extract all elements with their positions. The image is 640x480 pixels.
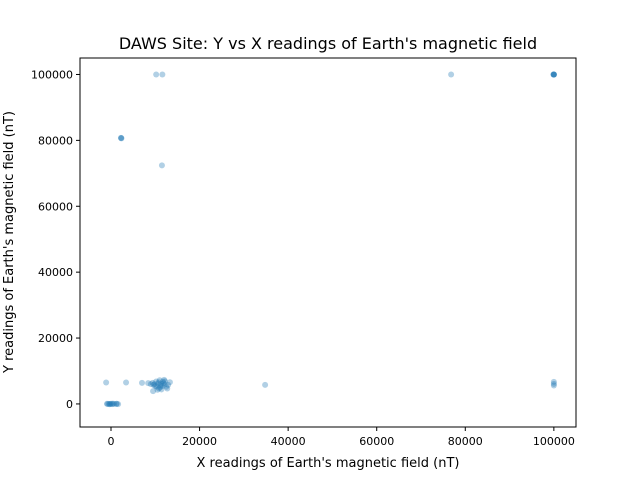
- data-point: [150, 381, 157, 388]
- y-tick-label: 80000: [38, 134, 73, 147]
- data-point: [150, 388, 157, 395]
- data-point: [105, 400, 112, 407]
- x-tick-label: 0: [108, 435, 115, 448]
- data-point: [157, 382, 164, 389]
- data-point: [153, 71, 160, 78]
- y-axis-label: Y readings of Earth's magnetic field (nT…: [2, 111, 17, 374]
- x-tick-label: 40000: [271, 435, 306, 448]
- data-point: [158, 386, 165, 393]
- data-point: [550, 71, 557, 78]
- data-point: [107, 400, 114, 407]
- data-points: [103, 71, 558, 408]
- data-point: [104, 400, 111, 407]
- data-point: [161, 381, 168, 388]
- data-point: [153, 383, 160, 390]
- data-point: [551, 71, 558, 78]
- data-point: [109, 400, 116, 407]
- data-point: [159, 383, 166, 390]
- data-point: [156, 377, 163, 384]
- chart-title: DAWS Site: Y vs X readings of Earth's ma…: [119, 34, 537, 53]
- x-tick-label: 20000: [182, 435, 217, 448]
- data-point: [151, 381, 158, 388]
- data-point: [550, 71, 557, 78]
- data-point: [139, 379, 145, 386]
- data-point: [159, 71, 166, 78]
- data-point: [550, 378, 557, 385]
- data-point: [111, 400, 118, 407]
- data-point: [155, 385, 162, 392]
- data-point: [147, 381, 154, 388]
- data-point: [153, 378, 160, 385]
- data-point: [152, 383, 159, 390]
- data-point: [158, 380, 165, 387]
- data-point: [164, 385, 171, 392]
- data-point: [117, 134, 124, 141]
- data-point: [106, 401, 113, 408]
- data-point: [149, 379, 156, 386]
- data-point: [118, 135, 125, 142]
- data-point: [118, 135, 125, 142]
- data-point: [103, 379, 110, 386]
- data-point: [123, 379, 130, 386]
- data-point: [550, 71, 557, 78]
- y-axis: 0 20000 40000 60000 80000 100000: [31, 68, 80, 411]
- data-point: [159, 378, 166, 385]
- data-point: [262, 381, 269, 388]
- y-tick-label: 100000: [31, 68, 73, 81]
- x-tick-label: 100000: [533, 435, 575, 448]
- data-point: [155, 379, 162, 386]
- data-point: [145, 380, 152, 387]
- data-point: [154, 380, 161, 387]
- data-point: [550, 71, 557, 78]
- data-point: [108, 400, 114, 407]
- data-point: [115, 401, 122, 408]
- data-point: [165, 381, 172, 388]
- plot-frame: [79, 57, 577, 428]
- data-point: [166, 379, 173, 386]
- data-point: [550, 380, 557, 387]
- data-point: [154, 386, 161, 393]
- x-tick-label: 60000: [359, 435, 394, 448]
- data-point: [448, 71, 455, 78]
- data-point: [160, 380, 167, 387]
- y-tick-label: 60000: [38, 200, 73, 213]
- data-point: [104, 400, 111, 407]
- y-tick-label: 40000: [38, 266, 73, 279]
- data-point: [113, 400, 120, 407]
- x-tick-label: 80000: [448, 435, 483, 448]
- data-point: [158, 162, 165, 169]
- y-tick-label: 20000: [38, 332, 73, 345]
- data-point: [162, 378, 169, 385]
- data-point: [161, 376, 168, 383]
- x-axis-label: X readings of Earth's magnetic field (nT…: [197, 456, 460, 471]
- data-point: [163, 383, 170, 390]
- y-tick-label: 0: [66, 398, 73, 411]
- data-point: [157, 384, 164, 391]
- data-point: [109, 401, 116, 408]
- x-axis: 0 20000 40000 60000 80000 100000: [108, 427, 575, 448]
- data-point: [113, 400, 120, 407]
- data-point: [550, 382, 557, 389]
